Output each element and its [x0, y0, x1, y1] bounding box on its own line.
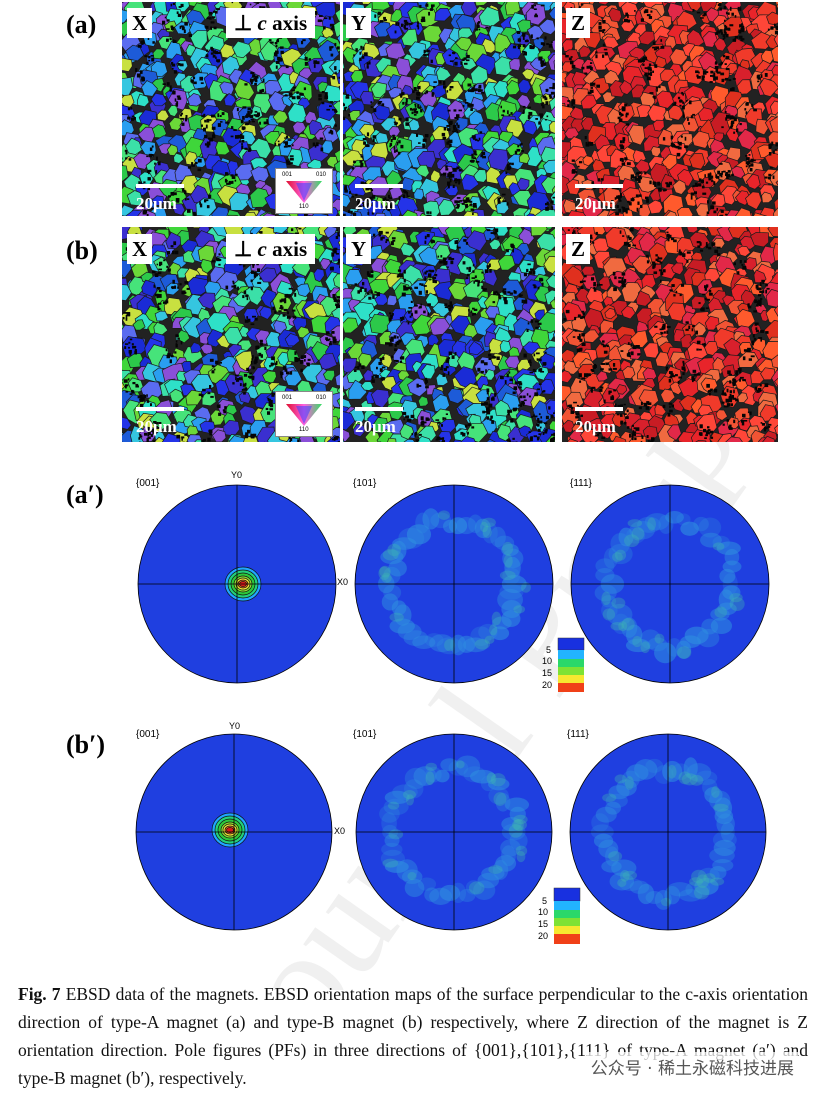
scale-label: 20μm [575, 194, 616, 213]
tag-z-a: Z [566, 8, 591, 38]
pole-figure-101-a [354, 484, 554, 684]
row-label-a-prime: (a′) [66, 480, 104, 509]
pf-axis-x-a: X0 [337, 577, 349, 587]
tag-x-a: X [127, 8, 153, 38]
caption-text: EBSD data of the magnets. EBSD orientati… [18, 984, 808, 1088]
axis-label-a: ⊥ c axis [226, 8, 316, 38]
legend-tick: 20 [538, 931, 549, 941]
pole-figure-001-a [137, 484, 337, 684]
ipf-corner-001: 001 [282, 395, 293, 401]
axis-label-b: ⊥ c axis [226, 234, 316, 264]
scale-bar [355, 184, 403, 188]
scale-label: 20μm [136, 417, 177, 436]
pf-title-111-a: {111} [570, 478, 592, 489]
scale-bar [136, 184, 184, 188]
row-label-b-prime: (b′) [66, 730, 106, 759]
pole-figure-101-b [355, 733, 553, 931]
ipf-color-key: 001 010 110 [275, 168, 333, 214]
scale-label: 20μm [355, 417, 396, 436]
wechat-watermark: 公众号 · 稀土永磁科技进展 [586, 1052, 798, 1081]
ebsd-map-a-z [562, 2, 778, 216]
pf-title-001-b: {001} [136, 729, 160, 740]
scale-label: 20μm [575, 417, 616, 436]
scale-label: 20μm [355, 194, 396, 213]
pf-legend-b: 5 10 15 20 [536, 886, 586, 946]
ipf-corner-010: 010 [316, 172, 327, 178]
perp-symbol: ⊥ [234, 237, 253, 261]
scale-label: 20μm [136, 194, 177, 213]
figure-label: Fig. 7 [18, 984, 61, 1004]
pf-axis-y-b: Y0 [229, 721, 241, 731]
row-label-b: (b) [66, 236, 98, 265]
axis-c: c [257, 11, 267, 35]
tag-x-b: X [127, 234, 153, 264]
ebsd-map-a-y [343, 2, 555, 216]
legend-tick: 10 [542, 656, 553, 666]
legend-tick: 15 [538, 919, 549, 929]
ipf-corner-010: 010 [316, 395, 327, 401]
scale-bar [355, 407, 403, 411]
pf-title-111-b: {111} [567, 729, 589, 740]
axis-c: c [257, 237, 267, 261]
axis-word: axis [272, 11, 308, 35]
pole-figure-001-b [135, 733, 333, 931]
legend-tick: 10 [538, 907, 549, 917]
legend-tick: 20 [542, 680, 553, 690]
perp-symbol: ⊥ [234, 11, 253, 35]
ipf-color-key: 001 010 110 [275, 391, 333, 437]
ipf-corner-110: 110 [299, 204, 309, 210]
tag-y-a: Y [346, 8, 372, 38]
ipf-corner-110: 110 [299, 427, 309, 433]
pf-axis-y-a: Y0 [231, 470, 243, 480]
scale-bar [136, 407, 184, 411]
legend-tick: 5 [546, 645, 552, 655]
legend-tick: 15 [542, 668, 553, 678]
scale-bar [575, 407, 623, 411]
scale-bar [575, 184, 623, 188]
row-label-a: (a) [66, 10, 97, 39]
pf-legend-a: 5 10 15 20 [540, 636, 590, 694]
pole-figure-111-b [569, 733, 767, 931]
ebsd-map-b-y [343, 227, 555, 442]
tag-y-b: Y [346, 234, 372, 264]
pole-figure-111-a [570, 484, 770, 684]
ipf-corner-001: 001 [282, 172, 293, 178]
pf-title-101-a: {101} [353, 478, 377, 489]
pf-axis-x-b: X0 [334, 826, 346, 836]
axis-word: axis [272, 237, 308, 261]
legend-tick: 5 [542, 896, 548, 906]
figure-caption: Fig. 7 EBSD data of the magnets. EBSD or… [18, 980, 808, 1092]
pf-title-001-a: {001} [136, 478, 160, 489]
tag-z-b: Z [566, 234, 591, 264]
pf-title-101-b: {101} [353, 729, 377, 740]
